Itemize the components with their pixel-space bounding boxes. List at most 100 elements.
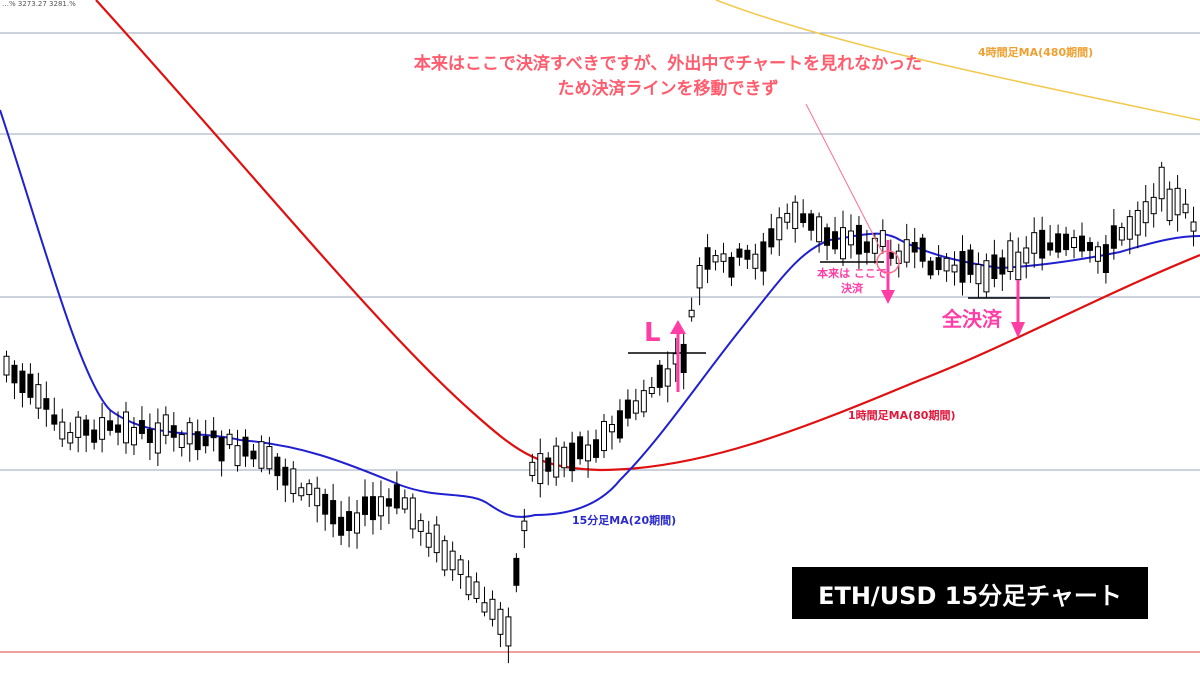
candle	[441, 535, 448, 577]
candle	[728, 252, 735, 287]
candle-body	[250, 450, 257, 460]
candle	[1142, 185, 1149, 237]
candle	[91, 419, 98, 450]
candle	[632, 388, 639, 421]
candle-body	[226, 433, 233, 446]
full-close-arrow-head	[1011, 322, 1025, 338]
candle-body	[712, 255, 719, 263]
candle	[138, 406, 145, 440]
ma1h-line	[95, 0, 1200, 472]
candle-body	[162, 414, 169, 436]
candle-body	[369, 496, 376, 521]
candle	[664, 351, 671, 403]
chart-title: ETH/USD 15分足チャート	[792, 567, 1148, 619]
candle	[83, 414, 90, 453]
candle-body	[170, 425, 177, 438]
candle-body	[75, 416, 82, 438]
candle-body	[656, 364, 663, 388]
candle-body	[67, 432, 74, 444]
candle	[656, 360, 663, 396]
candle	[1134, 201, 1141, 249]
candle	[35, 372, 42, 419]
candle	[107, 410, 114, 436]
candle-body	[298, 487, 305, 497]
candle	[744, 244, 751, 270]
candle-body	[704, 247, 711, 270]
ohlc-readout: …% 3273.27 3281.%	[2, 0, 76, 8]
candle	[115, 411, 122, 446]
candle	[186, 417, 193, 462]
candle-body	[816, 216, 823, 243]
candle	[640, 379, 647, 418]
candle-body	[1047, 242, 1054, 251]
candle-body	[83, 419, 90, 436]
candle	[808, 209, 815, 241]
candle	[3, 350, 10, 383]
candle-body	[393, 484, 400, 509]
candle	[553, 437, 560, 486]
candle	[776, 207, 783, 256]
candle-body	[473, 581, 480, 599]
candle	[11, 360, 18, 400]
candle	[218, 430, 225, 477]
candle-body	[234, 445, 241, 467]
candle-body	[632, 400, 639, 414]
candle-body	[1031, 232, 1038, 254]
candle	[1007, 232, 1014, 280]
candle	[99, 402, 106, 453]
candle	[250, 443, 257, 467]
candle-body	[290, 468, 297, 495]
candle-body	[1086, 242, 1093, 251]
candle-body	[935, 257, 942, 271]
candle-body	[497, 608, 504, 635]
candle	[585, 430, 592, 478]
candle	[927, 256, 934, 280]
candle	[863, 229, 870, 265]
candle	[298, 482, 305, 501]
candle	[401, 489, 408, 514]
candle	[1190, 206, 1197, 247]
annotation-markers	[628, 103, 1050, 392]
candle-body	[1190, 221, 1197, 232]
candle	[1094, 241, 1101, 274]
candle-body	[863, 241, 870, 253]
candle-body	[218, 437, 225, 462]
candle-body	[210, 430, 217, 439]
candle-body	[1126, 216, 1133, 240]
candle	[1079, 222, 1085, 258]
candle-body	[449, 550, 456, 571]
candle	[306, 479, 313, 507]
candle	[170, 412, 177, 452]
candle	[999, 249, 1006, 291]
candle	[824, 223, 831, 261]
candle	[792, 195, 799, 243]
candle	[1102, 235, 1109, 284]
candle-body	[911, 242, 918, 253]
candle-body	[991, 254, 998, 279]
candle	[465, 560, 472, 601]
candle	[513, 553, 520, 593]
candle	[529, 453, 536, 482]
candle	[784, 203, 791, 230]
candle-body	[808, 213, 815, 231]
candle-body	[529, 461, 536, 477]
candle	[537, 438, 544, 498]
candle-body	[35, 384, 42, 409]
candle	[27, 363, 34, 405]
candle	[330, 483, 337, 538]
ma15-line	[0, 109, 1200, 518]
candle-body	[1079, 235, 1085, 252]
candle-body	[1174, 187, 1181, 216]
candle-body	[664, 368, 671, 387]
candle-body	[51, 414, 58, 425]
candle-body	[903, 239, 910, 263]
candle	[290, 461, 297, 503]
candle-body	[417, 520, 424, 532]
candle	[879, 219, 886, 254]
ma4h-label: 4時間足MA(480期間)	[978, 46, 1094, 59]
full-close-label: 全決済	[942, 307, 1002, 331]
candle	[712, 249, 719, 271]
candle	[362, 479, 368, 527]
candle	[1031, 217, 1038, 268]
candle	[951, 251, 958, 286]
